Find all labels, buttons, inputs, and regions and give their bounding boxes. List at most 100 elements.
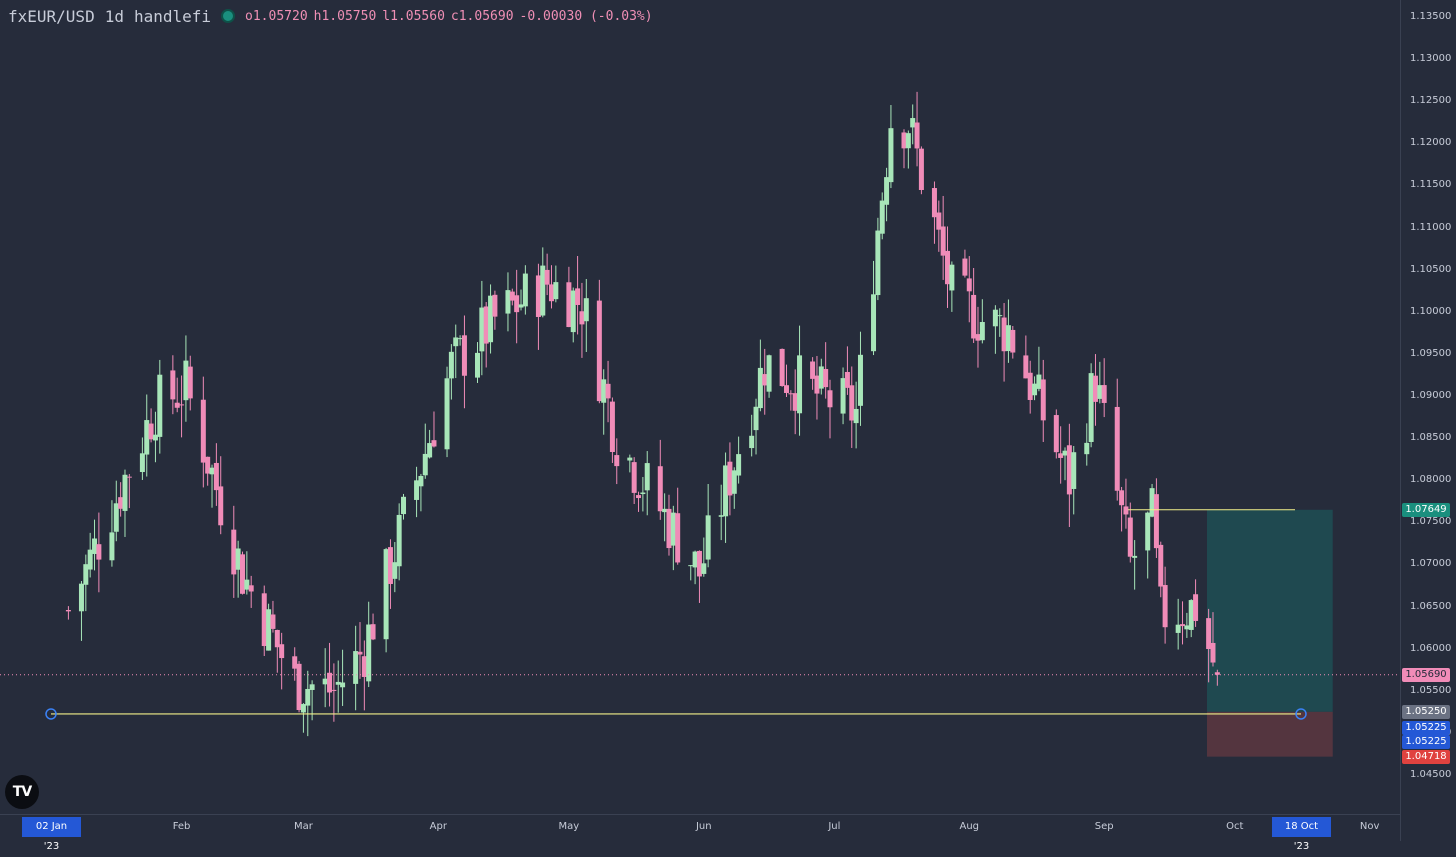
time-axis[interactable] xyxy=(0,814,1400,842)
candle xyxy=(118,482,124,517)
candle xyxy=(818,358,824,395)
price-tick: 1.06000 xyxy=(1410,642,1452,654)
candle xyxy=(596,279,602,404)
candle xyxy=(1071,445,1077,515)
candle xyxy=(762,348,768,415)
candle xyxy=(1206,608,1212,683)
target-price-label: 1.07649 xyxy=(1402,502,1450,517)
candle xyxy=(910,104,916,145)
candle xyxy=(636,491,642,512)
candle xyxy=(83,554,89,612)
candle xyxy=(179,375,185,438)
candle xyxy=(583,278,589,352)
candle xyxy=(305,670,311,737)
candle xyxy=(522,265,528,315)
level-handle-left xyxy=(45,708,57,720)
candle xyxy=(609,397,615,463)
candle xyxy=(888,105,894,189)
candle xyxy=(461,315,467,409)
level-price-label: 1.05225 xyxy=(1402,720,1450,735)
candle xyxy=(444,366,450,458)
candle xyxy=(779,348,785,387)
month-label-mar: Mar xyxy=(293,821,313,832)
candle xyxy=(270,600,276,633)
candle xyxy=(200,376,206,488)
candle xyxy=(849,366,855,448)
candle xyxy=(966,256,972,323)
price-chart[interactable] xyxy=(0,0,1400,814)
candle xyxy=(474,342,480,383)
candle xyxy=(631,457,637,504)
candle xyxy=(931,181,937,244)
candle xyxy=(244,551,250,595)
candle xyxy=(401,493,407,520)
candle xyxy=(157,359,163,454)
candle xyxy=(78,581,84,641)
candle xyxy=(601,369,607,435)
level-handle-right xyxy=(1295,708,1307,720)
candle xyxy=(766,354,772,398)
month-label-sep: Sep xyxy=(1094,821,1114,832)
candle xyxy=(1127,502,1133,563)
candle xyxy=(692,550,698,585)
price-tick: 1.09000 xyxy=(1410,390,1452,401)
candle xyxy=(383,547,389,653)
candle xyxy=(705,484,711,568)
candle xyxy=(248,575,254,608)
candle xyxy=(788,390,794,411)
candle xyxy=(723,452,729,543)
candle xyxy=(688,565,694,581)
candle xyxy=(126,473,132,509)
entry-price-label: 1.05250 xyxy=(1402,704,1450,719)
candle xyxy=(548,265,554,309)
candle xyxy=(139,437,145,480)
candle xyxy=(570,287,576,343)
price-tick: 1.12500 xyxy=(1410,95,1452,107)
candle xyxy=(579,282,585,358)
candle xyxy=(518,289,524,311)
candle xyxy=(905,130,911,169)
candle xyxy=(918,146,924,195)
candle xyxy=(427,429,433,459)
candle xyxy=(814,355,820,420)
month-label-oct: Oct xyxy=(1226,821,1244,832)
candle xyxy=(1214,669,1220,686)
candle xyxy=(1036,346,1042,392)
candle xyxy=(797,325,803,436)
candle xyxy=(1180,601,1186,645)
candle xyxy=(731,467,737,509)
candle xyxy=(1188,599,1194,638)
candle xyxy=(644,451,650,516)
candle xyxy=(1184,612,1190,638)
candle xyxy=(170,355,176,415)
candle xyxy=(670,505,676,571)
candle xyxy=(614,438,620,485)
candle xyxy=(235,540,241,598)
candle xyxy=(261,585,267,656)
candle xyxy=(300,703,306,733)
candle xyxy=(231,505,237,598)
candle xyxy=(505,272,511,332)
candle xyxy=(1158,541,1164,598)
interval-label[interactable]: 1d xyxy=(104,6,124,26)
candle xyxy=(213,443,219,506)
candle xyxy=(1162,566,1168,644)
candle xyxy=(279,632,285,690)
candle xyxy=(666,494,672,556)
month-label-jul: Jul xyxy=(828,821,841,832)
price-tick: 1.13000 xyxy=(1410,53,1452,65)
candle xyxy=(144,394,150,477)
symbol-name[interactable]: fxEUR/USD xyxy=(8,6,95,26)
candle xyxy=(844,346,850,395)
candle xyxy=(322,648,328,708)
candle xyxy=(940,195,946,280)
candle xyxy=(152,411,158,463)
candle xyxy=(553,265,559,303)
change-value: -0.00030 (-0.03%) xyxy=(519,8,653,24)
tradingview-logo[interactable]: TV xyxy=(5,775,39,809)
candle xyxy=(1023,335,1029,379)
price-axis[interactable]: 1.13500 1.13000 1.12500 1.12000 1.11500 1.110… xyxy=(1400,0,1456,841)
price-tick: 1.06500 xyxy=(1410,600,1452,612)
candle xyxy=(457,335,463,346)
candle xyxy=(509,288,515,306)
